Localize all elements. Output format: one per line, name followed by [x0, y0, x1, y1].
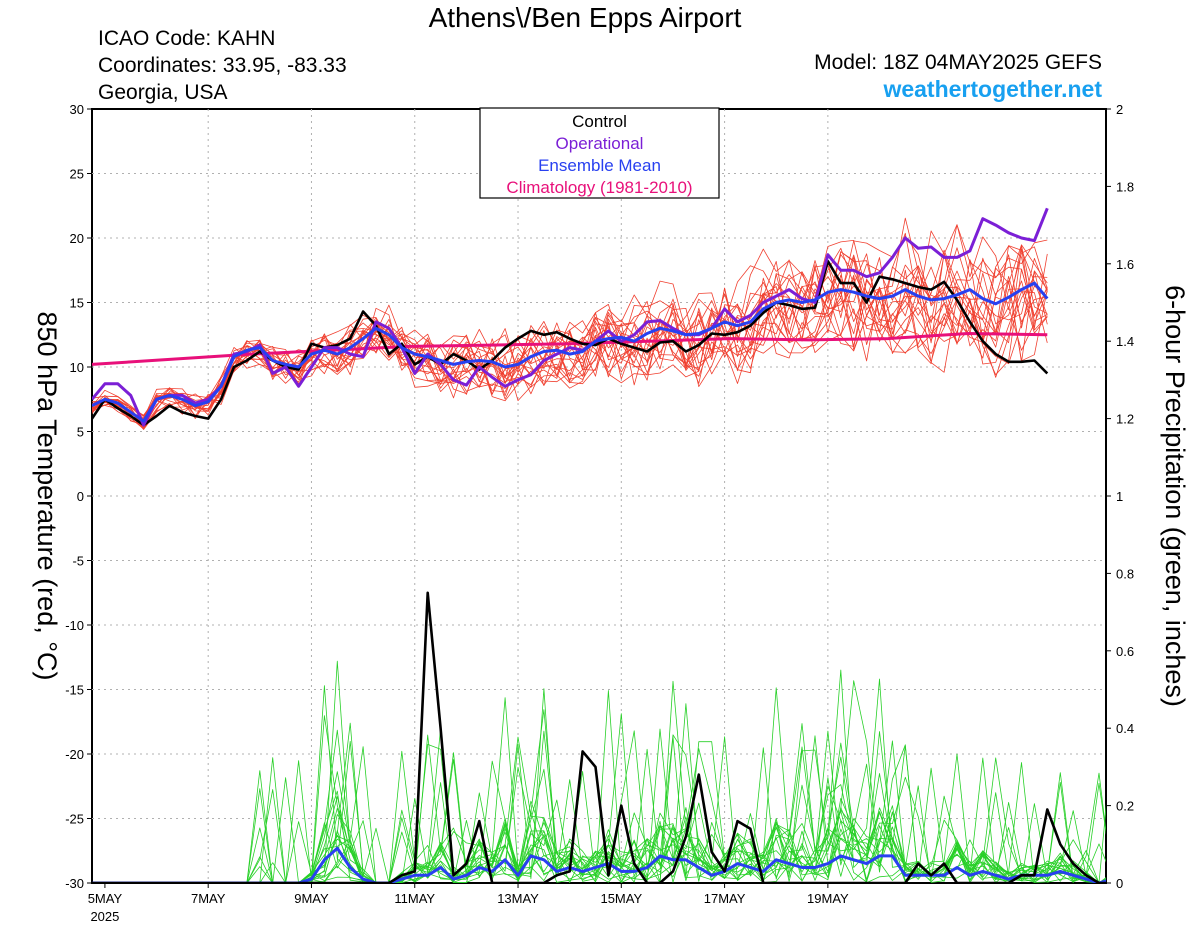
plot-series [92, 207, 1106, 883]
y-tick-left: 30 [70, 102, 84, 117]
y-tick-right: 2 [1116, 102, 1123, 117]
y-tick-left: -25 [65, 812, 84, 827]
model-run: Model: 18Z 04MAY2025 GEFS [814, 51, 1102, 74]
y-tick-left: 20 [70, 231, 84, 246]
y-tick-right: 0.2 [1116, 799, 1134, 814]
y-tick-right: 1.2 [1116, 412, 1134, 427]
y-tick-left: 10 [70, 360, 84, 375]
y-tick-left: -30 [65, 876, 84, 891]
y-tick-left: 0 [77, 489, 84, 504]
y-tick-left: -10 [65, 618, 84, 633]
y-tick-right: 0 [1116, 876, 1123, 891]
x-tick-label: 17MAY [704, 891, 746, 906]
y-tick-right: 1.4 [1116, 334, 1134, 349]
y-tick-right: 0.4 [1116, 721, 1134, 736]
y-tick-left: 15 [70, 296, 84, 311]
climatology-line [92, 332, 1048, 366]
legend-entry: Ensemble Mean [538, 156, 661, 175]
ensemble-precip-member [92, 730, 1106, 883]
y-axis-title-right: 6-hour Precipitation (green, inches) [1160, 285, 1190, 707]
x-tick-label: 19MAY [807, 891, 849, 906]
legend-entry: Operational [556, 134, 644, 153]
legend-box [479, 107, 720, 199]
ensemble-temp-member [92, 259, 1048, 428]
x-tick-label: 9MAY [294, 891, 329, 906]
y-tick-left: 25 [70, 167, 84, 182]
temp-control-line [92, 259, 1049, 427]
y-tick-left: 5 [77, 425, 84, 440]
y-tick-right: 0.6 [1116, 644, 1134, 659]
y-tick-left: -20 [65, 747, 84, 762]
y-tick-right: 0.8 [1116, 566, 1134, 581]
plot-frame [91, 108, 1107, 884]
x-tick-label: 11MAY [394, 891, 435, 906]
y-axis-title-left: 850 hPa Temperature (red, °C) [32, 312, 62, 681]
ensemble-temp-member [92, 285, 1048, 430]
legend: Control Operational Ensemble Mean Climatolo… [479, 107, 720, 199]
y-tick-right: 1 [1116, 489, 1123, 504]
region: Georgia, USA [98, 81, 228, 104]
legend-entry: Climatology (1981-2010) [506, 178, 692, 197]
y-tick-left: -15 [65, 683, 84, 698]
x-tick-label: 13MAY [497, 891, 539, 906]
y-tick-right: 1.6 [1116, 257, 1134, 272]
x-tick-label: 7MAY [191, 891, 226, 906]
ensemble-precip-member [92, 735, 1106, 883]
icao-code: ICAO Code: KAHN [98, 27, 276, 50]
ensemble-precip-member [92, 748, 1106, 883]
ensemble-precip-member [92, 703, 1106, 883]
ensemble-precip-member [92, 687, 1106, 883]
ensemble-temp-member [92, 253, 1048, 423]
temp-mean-line [92, 281, 1049, 423]
ensemble-precip-member [92, 730, 1106, 883]
precip-control-line [92, 591, 1106, 883]
legend-entry: Control [572, 112, 627, 131]
site-name[interactable]: weathertogether.net [883, 76, 1102, 102]
y-tick-right: 1.8 [1116, 179, 1134, 194]
x-tick-label: 15MAY [600, 891, 642, 906]
ensemble-precip-member [92, 680, 1106, 883]
y-tick-left: -5 [72, 554, 84, 569]
x-tick-year: 2025 [90, 909, 119, 924]
ensemble-precip-member [92, 685, 1106, 883]
x-tick-label: 5MAY [88, 891, 123, 906]
coordinates: Coordinates: 33.95, -83.33 [98, 54, 347, 77]
chart-title: Athens\/Ben Epps Airport [428, 2, 742, 33]
